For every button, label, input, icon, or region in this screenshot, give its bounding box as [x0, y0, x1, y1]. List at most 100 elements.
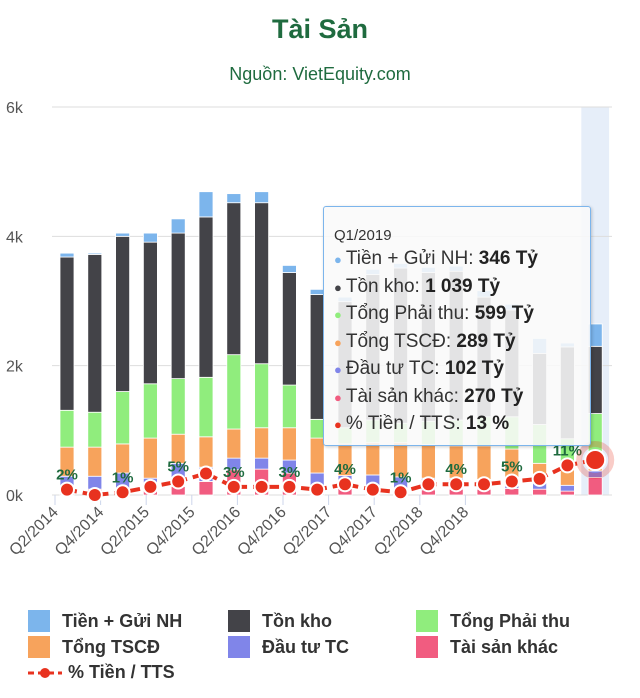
- bar-segment[interactable]: [560, 484, 575, 492]
- bar-segment[interactable]: [87, 411, 103, 448]
- bar-segment[interactable]: [281, 427, 297, 461]
- bar-segment[interactable]: [254, 363, 270, 429]
- tooltip: Q1/2019 ● Tiền + Gửi NH: 346 Tỷ ● Tồn kho: …: [323, 206, 591, 446]
- pct-data-label: 1%: [112, 469, 134, 486]
- bar-segment[interactable]: [532, 488, 547, 496]
- pct-data-label: 4%: [445, 461, 467, 478]
- bar-segment[interactable]: [254, 457, 270, 470]
- bar-segment[interactable]: [87, 446, 103, 477]
- bar-segment[interactable]: [59, 252, 75, 258]
- y-tick-label: 6k: [6, 100, 24, 117]
- bar-segment[interactable]: [281, 265, 297, 273]
- bar-segment[interactable]: [476, 445, 492, 480]
- x-tick-label: Q2/2018: [371, 504, 426, 559]
- bar-segment[interactable]: [198, 191, 214, 218]
- legend-item[interactable]: % Tiền / TTS: [28, 662, 175, 683]
- pct-data-label: 5%: [501, 459, 523, 476]
- x-tick-label: Q2/2016: [189, 504, 244, 559]
- bar-segment[interactable]: [115, 391, 130, 445]
- tooltip-row: ● Tổng TSCĐ: 289 Tỷ: [334, 329, 590, 357]
- bar-segment[interactable]: [170, 232, 186, 380]
- bar-segment[interactable]: [254, 191, 270, 204]
- pct-point[interactable]: [364, 481, 381, 498]
- pct-point[interactable]: [59, 481, 75, 498]
- pct-data-label: 4%: [334, 461, 356, 478]
- bar-segment[interactable]: [226, 428, 242, 459]
- pct-point[interactable]: [253, 478, 270, 495]
- legend-label: Tiền + Gửi NH: [62, 610, 183, 631]
- bar-segment[interactable]: [115, 232, 130, 237]
- pct-point[interactable]: [476, 476, 492, 493]
- legend-label: Tài sản khác: [450, 636, 559, 657]
- tooltip-header: Q1/2019: [334, 227, 392, 244]
- tooltip-row: ● Tồn kho: 1 039 Tỷ: [334, 274, 590, 302]
- y-tick-label: 2k: [6, 359, 24, 376]
- pct-point[interactable]: [309, 481, 326, 498]
- bar-segment[interactable]: [281, 272, 297, 386]
- bar-segment[interactable]: [115, 235, 130, 392]
- bar-segment[interactable]: [254, 202, 270, 365]
- pct-point[interactable]: [114, 484, 131, 501]
- bar-segment[interactable]: [59, 409, 75, 448]
- chart-subtitle: Nguồn: VietEquity.com: [229, 64, 411, 84]
- bar-segment[interactable]: [560, 490, 575, 496]
- pct-point[interactable]: [503, 473, 520, 490]
- tooltip-row: ● Tài sản khác: 270 Tỷ: [334, 384, 590, 412]
- pct-point[interactable]: [584, 448, 607, 471]
- pct-point[interactable]: [448, 476, 465, 493]
- legend-item[interactable]: Tổng TSCĐ: [28, 636, 160, 658]
- bar-segment[interactable]: [226, 354, 242, 430]
- bar-segment[interactable]: [198, 376, 214, 438]
- pct-point[interactable]: [225, 478, 242, 495]
- legend-label: Tổng TSCĐ: [62, 636, 160, 657]
- pct-point[interactable]: [559, 457, 576, 474]
- pct-data-label: 3%: [223, 464, 245, 481]
- legend-item[interactable]: Tồn kho: [228, 610, 332, 632]
- bar-segment[interactable]: [87, 254, 103, 413]
- bar-segment[interactable]: [254, 427, 270, 459]
- legend-item[interactable]: Tiền + Gửi NH: [28, 610, 182, 632]
- bar-segment[interactable]: [59, 256, 75, 411]
- tooltip-value: 270 Tỷ: [464, 385, 524, 407]
- tooltip-label: Tài sản khác:: [345, 385, 465, 407]
- bar-segment[interactable]: [281, 384, 297, 429]
- legend-item[interactable]: Đầu tư TC: [228, 636, 349, 658]
- bar-segment[interactable]: [198, 436, 214, 468]
- pct-point[interactable]: [142, 478, 159, 495]
- bar-segment[interactable]: [170, 378, 186, 435]
- bar-segment[interactable]: [198, 216, 214, 378]
- bar-segment[interactable]: [170, 218, 186, 234]
- bar-segment[interactable]: [226, 202, 242, 356]
- x-tick-label: Q4/2018: [417, 504, 472, 559]
- bar-segment[interactable]: [226, 193, 242, 204]
- bar-segment[interactable]: [142, 437, 158, 479]
- legend-item[interactable]: Tổng Phải thu: [416, 610, 570, 632]
- legend-item[interactable]: Tài sản khác: [416, 636, 558, 658]
- bar-segment[interactable]: [365, 442, 381, 476]
- bar-segment[interactable]: [87, 252, 103, 255]
- bar-segment[interactable]: [587, 477, 603, 496]
- pct-point[interactable]: [420, 476, 437, 493]
- tooltip-label: Tổng Phải thu:: [345, 303, 475, 324]
- x-tick-label: Q2/2015: [98, 504, 153, 559]
- tooltip-value: 13 %: [465, 413, 510, 434]
- pct-point[interactable]: [86, 487, 103, 503]
- pct-point[interactable]: [281, 478, 298, 495]
- legend-swatch-icon: [28, 610, 50, 632]
- bar-segment[interactable]: [142, 241, 158, 385]
- pct-point[interactable]: [337, 476, 353, 493]
- bar-segment[interactable]: [198, 481, 214, 496]
- series-dot-icon: ●: [334, 362, 342, 377]
- series-dot-icon: ●: [334, 307, 342, 322]
- pct-point[interactable]: [170, 473, 187, 490]
- legend-swatch-icon: [416, 636, 438, 658]
- legend-label: Tồn kho: [262, 610, 332, 631]
- tooltip-value: 102 Tỷ: [444, 358, 504, 379]
- pct-point[interactable]: [392, 484, 409, 501]
- pct-point[interactable]: [531, 470, 548, 487]
- bar-segment[interactable]: [142, 383, 158, 439]
- bar-segment[interactable]: [142, 232, 158, 243]
- bar-segment[interactable]: [420, 444, 436, 479]
- legend-swatch-icon: [228, 636, 250, 658]
- pct-point[interactable]: [198, 465, 214, 482]
